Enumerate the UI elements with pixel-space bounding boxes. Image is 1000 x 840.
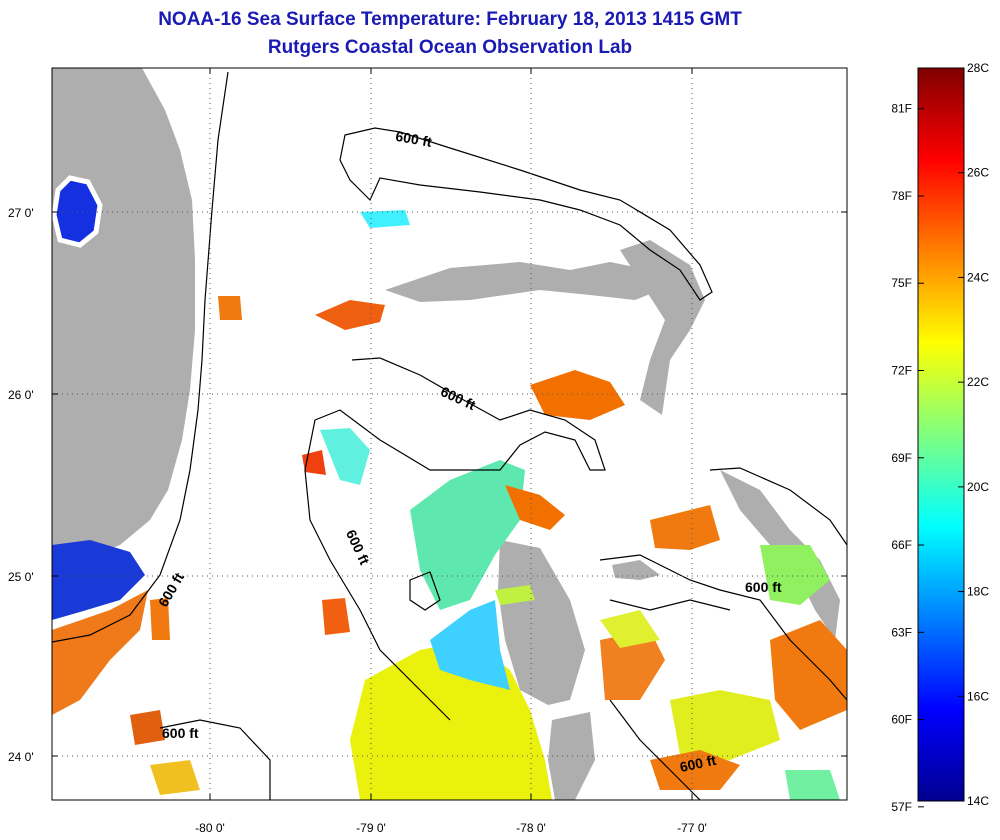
contour-label: 600 ft [745,579,782,595]
colorbar-fahrenheit-label: 60F [891,713,912,727]
sst-tongue-warm [600,630,665,700]
sst-andros-west [430,600,510,690]
lat-label: 25 0' [8,570,34,584]
sst-straits-warm [52,590,148,715]
colorbar-fahrenheit-label: 81F [891,102,912,116]
map-subtitle: Rutgers Coastal Ocean Observation Lab [267,37,633,58]
map-frame [51,67,848,801]
sst-south-east-warm [650,750,740,790]
colorbar-celsius-label: 22C [967,375,989,389]
lon-label: -78 0' [516,821,546,835]
lat-label: 24 0' [8,750,34,764]
sst-andros-north-yellow [495,585,535,605]
colorbar-fahrenheit-label: 72F [891,364,912,378]
colorbar-celsius-label: 28C [967,61,989,75]
colorbar-celsius-label: 16C [967,689,989,703]
colorbar-celsius-label: 18C [967,585,989,599]
contour-label: 600 ft [394,128,433,150]
sst-west-warm-small [150,598,170,640]
contour-label: 600 ft [162,725,199,741]
land-andros-south [548,712,595,800]
map-title: NOAA-16 Sea Surface Temperature: Februar… [158,9,742,30]
lon-label: -77 0' [677,821,707,835]
sst-berry-warm [530,370,625,420]
colorbar-fahrenheit-label: 63F [891,625,912,639]
colorbar-fahrenheit-label: 57F [891,800,912,814]
sst-south-green [785,770,840,800]
sst-keys-cold [52,540,145,620]
colorbar-fahrenheit-label: 78F [891,189,912,203]
sst-tongue-north-warm [650,505,720,550]
colorbar [917,67,965,802]
sst-east-yellow-mid [600,610,660,648]
colorbar-celsius-label: 26C [967,166,989,180]
sst-exuma-sound-warm [770,620,847,730]
sst-sw-warm [130,710,165,745]
sst-bimini-warm [505,485,565,530]
lon-label: -79 0' [356,821,386,835]
contour-label: 600 ft [678,752,717,775]
sst-bimini [410,460,525,610]
colorbar-celsius-label: 14C [967,794,989,808]
sst-cay-sal-warm [322,598,350,635]
isobath-600ft [52,71,847,800]
colorbar-fahrenheit-label: 75F [891,276,912,290]
land-abaco [620,240,705,415]
axis-ticks [52,68,847,800]
lon-label: -80 0' [195,821,225,835]
sst-gb-cyan [360,210,410,228]
sst-sw-yellow [150,760,200,795]
sst-exuma-sound-green [760,545,830,605]
sst-south-east-yellow [670,690,780,760]
sst-west-gb-warm [315,300,385,330]
sst-nw-warm-small [218,296,242,320]
colorbar-celsius-label: 24C [967,270,989,284]
lat-label: 26 0' [8,388,34,402]
land-grand-bahama [385,262,660,302]
lat-label: 27 0' [8,206,34,220]
sst-bimini-north-cyan [320,428,370,485]
graticule [52,68,847,800]
colorbar-celsius-label: 20C [967,480,989,494]
land-new-providence [612,560,660,580]
colorbar-fahrenheit-label: 66F [891,538,912,552]
land-andros [498,540,585,705]
colorbar-fahrenheit-label: 69F [891,451,912,465]
